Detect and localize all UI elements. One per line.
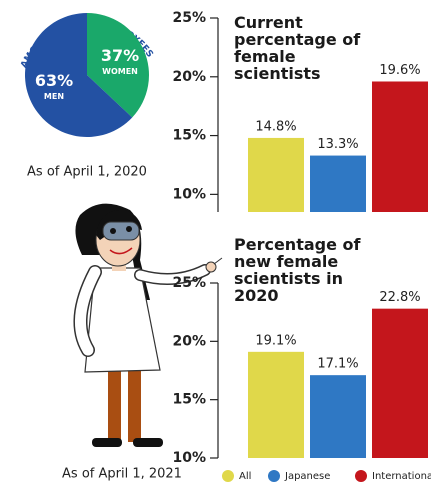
pie-category-label: MEN [44, 92, 64, 101]
legend-swatch [355, 470, 367, 482]
y-tick-label: 25% [172, 275, 206, 291]
legend-swatch [222, 470, 234, 482]
bar [310, 156, 366, 212]
chart-title: Current percentage of female scientists [234, 14, 384, 82]
chart-note: As of April 1, 2021 [62, 467, 182, 482]
pie-value-label: 37% [101, 46, 139, 65]
bar-value-label: 22.8% [379, 290, 420, 305]
legend-label: Japanese [284, 471, 330, 482]
infographic: AMONG ALL 3502 EMPLOYEES As of April 1, … [0, 0, 431, 485]
legend-label: All [239, 471, 251, 482]
y-tick-label: 20% [172, 69, 206, 85]
y-tick-label: 20% [172, 333, 206, 349]
scientist-illustration [75, 204, 222, 447]
pie-category-label: WOMEN [102, 67, 138, 76]
bar-value-label: 14.8% [255, 119, 296, 134]
y-tick-label: 15% [172, 392, 206, 408]
legend-label: International [372, 471, 431, 482]
legend-swatch [268, 470, 280, 482]
bar [372, 309, 428, 458]
bar-value-label: 19.1% [255, 333, 296, 348]
bar-value-label: 13.3% [317, 137, 358, 152]
bar [248, 352, 304, 458]
chart-title: Percentage of new female scientists in 2… [234, 236, 374, 304]
y-tick-label: 15% [172, 128, 206, 144]
y-tick-label: 25% [172, 10, 206, 26]
pie-note: As of April 1, 2020 [27, 165, 147, 180]
y-tick-label: 10% [172, 450, 206, 466]
bar [372, 81, 428, 212]
bar [248, 138, 304, 212]
y-tick-label: 10% [172, 186, 206, 202]
pie-value-label: 63% [35, 71, 73, 90]
bar-value-label: 17.1% [317, 357, 358, 372]
bar-value-label: 19.6% [379, 63, 420, 78]
bar [310, 375, 366, 458]
